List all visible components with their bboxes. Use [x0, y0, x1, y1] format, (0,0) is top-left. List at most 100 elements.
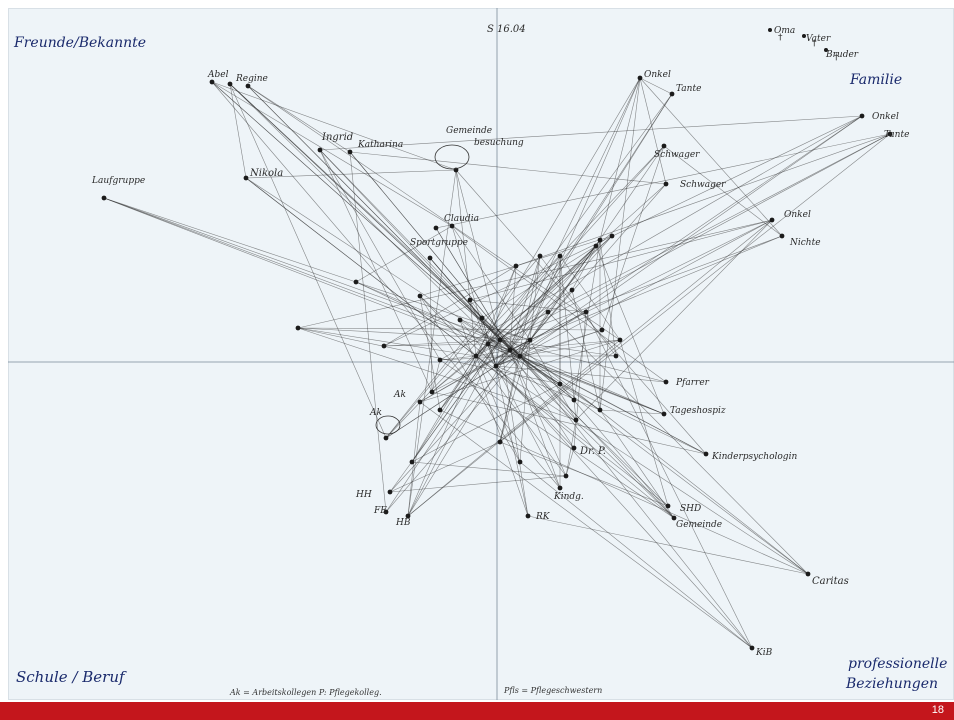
network-edge: [247, 85, 351, 153]
network-edge: [495, 365, 753, 649]
network-edge: [407, 169, 457, 517]
network-edge: [383, 265, 517, 347]
network-node: [517, 459, 523, 465]
network-edge: [411, 461, 567, 477]
network-edge: [385, 255, 541, 439]
network-node: [637, 75, 643, 81]
label-onkel-mid: Onkel: [784, 210, 811, 220]
network-edge: [519, 311, 549, 357]
network-edge: [103, 197, 501, 341]
label-hh: HH: [356, 490, 372, 500]
network-edge: [529, 235, 783, 341]
network-edge: [509, 349, 707, 455]
quadrant-title-professional-1: professionelle: [848, 656, 948, 672]
network-node: [507, 347, 513, 353]
network-edge: [509, 339, 621, 351]
cross-icon: †: [778, 33, 783, 43]
network-edge: [355, 225, 453, 283]
network-edge: [475, 339, 501, 357]
network-node: [593, 243, 599, 249]
label-laufgruppe: Laufgruppe: [92, 176, 146, 186]
network-edge: [487, 343, 521, 357]
network-edge: [383, 343, 489, 347]
label-nikola: Nikola: [250, 168, 284, 179]
network-edge: [475, 355, 521, 463]
label-kinderpsychologin: Kinderpsychologin: [712, 452, 798, 462]
network-node: [383, 435, 389, 441]
network-edge: [509, 349, 669, 507]
network-node: [497, 439, 503, 445]
network-node: [417, 399, 423, 405]
network-edge: [529, 183, 667, 341]
network-edge: [451, 225, 667, 383]
network-node: [433, 225, 439, 231]
cross-icon: †: [812, 39, 817, 49]
network-node: [563, 473, 569, 479]
network-node: [381, 343, 387, 349]
network-edge: [663, 145, 783, 237]
network-edge: [509, 93, 673, 351]
network-edge: [419, 295, 441, 411]
label-kindergarten: Kindg.: [554, 492, 584, 502]
label-abel: Abel: [208, 70, 229, 80]
network-edge: [411, 343, 489, 463]
network-edge: [559, 383, 707, 455]
network-edge: [319, 149, 501, 341]
network-edge: [495, 339, 531, 367]
network-edge: [499, 339, 617, 357]
network-edge: [229, 83, 247, 179]
label-onkel-top: Onkel: [644, 70, 671, 80]
network-edge: [499, 339, 531, 443]
network-edge: [383, 115, 863, 347]
network-node: [429, 389, 435, 395]
network-node: [427, 255, 433, 261]
network-node: [557, 381, 563, 387]
label-gemeinde-bottom: Gemeinde: [676, 520, 723, 530]
network-edge: [571, 289, 601, 411]
network-node: [571, 445, 577, 451]
network-edge: [389, 475, 567, 493]
network-node: [347, 149, 353, 155]
network-edge: [487, 183, 667, 345]
network-edge: [529, 289, 573, 341]
network-edge: [459, 319, 497, 367]
network-edge: [385, 365, 497, 439]
network-node: [317, 147, 323, 153]
network-edge: [439, 355, 477, 361]
network-edge: [519, 77, 641, 357]
network-node: [227, 81, 233, 87]
label-kib: KiB: [756, 648, 773, 658]
network-edge: [519, 339, 621, 357]
network-node: [101, 195, 107, 201]
network-node: [485, 341, 491, 347]
network-edge: [639, 77, 783, 237]
page-number: 18: [931, 704, 944, 716]
network-node: [824, 48, 828, 52]
network-edge: [509, 349, 567, 477]
network-edge: [455, 169, 477, 357]
network-edge: [599, 239, 617, 357]
network-edge: [475, 245, 597, 357]
network-edge: [435, 227, 511, 351]
network-node: [805, 571, 811, 577]
label-hb: HB: [396, 518, 411, 528]
network-diagram: † † †: [8, 8, 954, 700]
ak-cluster: [375, 415, 401, 435]
network-node: [569, 287, 575, 293]
network-edge: [349, 151, 667, 185]
network-edge: [495, 365, 667, 383]
network-node: [609, 233, 615, 239]
network-node: [525, 513, 531, 519]
network-edge: [385, 355, 521, 513]
network-node: [473, 353, 479, 359]
network-edge: [229, 83, 675, 519]
label-ak-2: Ak: [370, 408, 382, 418]
network-edge: [499, 339, 529, 517]
network-edge: [529, 255, 541, 341]
network-node: [497, 337, 503, 343]
network-edge: [599, 409, 665, 415]
network-edge: [519, 461, 753, 649]
network-edge: [475, 355, 669, 507]
network-node: [405, 513, 411, 519]
network-edge: [547, 245, 597, 313]
